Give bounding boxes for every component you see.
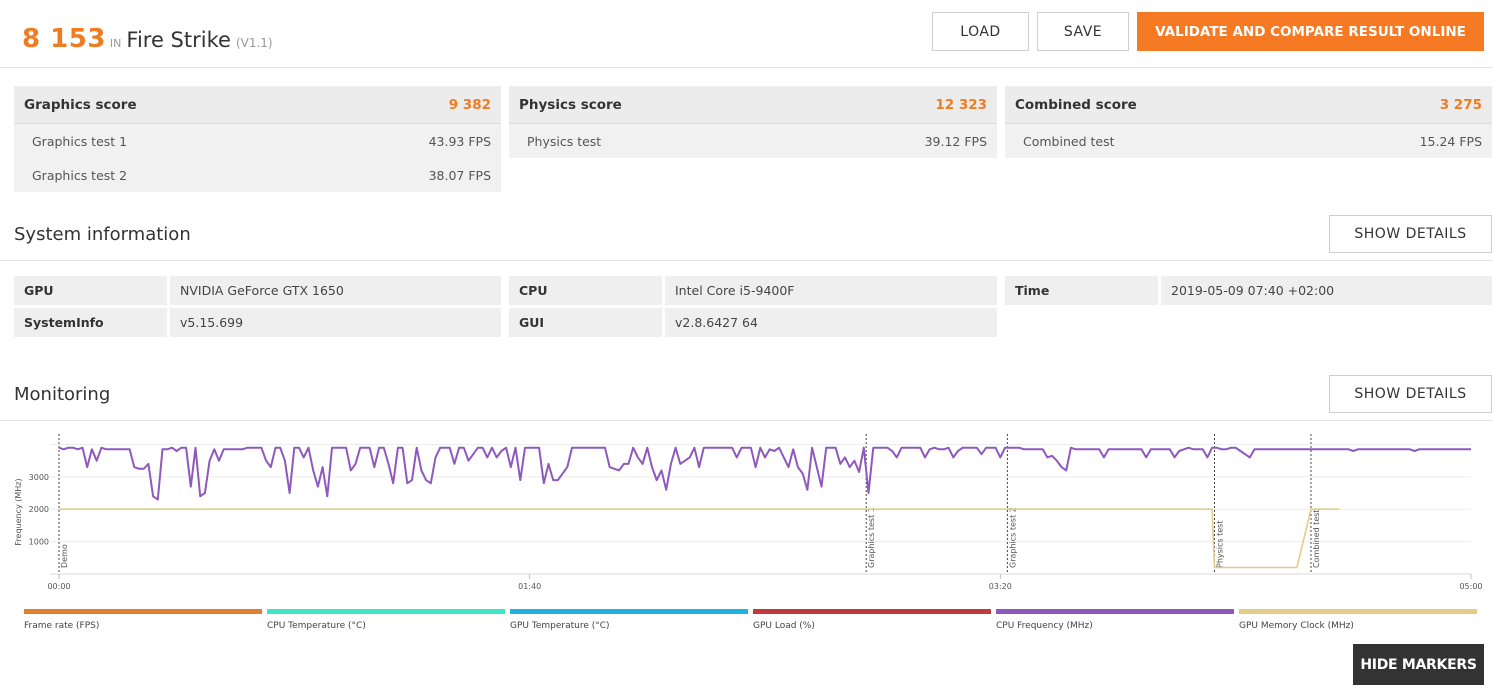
legend-item[interactable]: GPU Temperature (°C) — [510, 609, 748, 631]
time-label: Time — [1015, 283, 1050, 298]
monitoring-title: Monitoring — [14, 384, 111, 405]
benchmark-version: (V1.1) — [235, 36, 273, 50]
time-value-cell: 2019-05-09 07:40 +02:00 — [1161, 276, 1492, 305]
x-tick-label: 01:40 — [518, 582, 541, 591]
monitoring-show-details-button[interactable]: SHOW DETAILS — [1329, 375, 1492, 413]
legend-color-bar — [267, 609, 505, 614]
gpu-value-cell: NVIDIA GeForce GTX 1650 — [170, 276, 501, 305]
combined-score-panel: Combined score 3 275 Combined test 15.24… — [1005, 86, 1492, 158]
combined-score-label: Combined score — [1015, 96, 1137, 113]
gui-label-cell: GUI — [509, 308, 662, 337]
gpu-label: GPU — [24, 283, 54, 298]
x-tick-label: 00:00 — [47, 582, 70, 591]
system-section-divider — [0, 260, 1493, 261]
gui-label: GUI — [519, 315, 545, 330]
cpu-value: Intel Core i5-9400F — [675, 283, 795, 298]
system-information-title: System information — [14, 224, 191, 245]
save-button[interactable]: SAVE — [1037, 12, 1129, 51]
physics-score-label: Physics score — [519, 96, 622, 113]
y-tick-label: 3000 — [29, 473, 49, 482]
test-name: Graphics test 1 — [32, 133, 128, 149]
legend-color-bar — [1239, 609, 1477, 614]
test-fps: 38.07 FPS — [428, 167, 491, 183]
marker-label: Combined test — [1312, 509, 1321, 568]
gui-value-cell: v2.8.6427 64 — [665, 308, 997, 337]
system-show-details-button[interactable]: SHOW DETAILS — [1329, 215, 1492, 253]
physics-score-header: Physics score 12 323 — [509, 86, 997, 124]
cpu-label: CPU — [519, 283, 548, 298]
legend-item[interactable]: GPU Load (%) — [753, 609, 991, 631]
series-line — [58, 446, 1471, 501]
x-tick-label: 03:20 — [989, 582, 1012, 591]
legend-item[interactable]: Frame rate (FPS) — [24, 609, 262, 631]
legend-color-bar — [510, 609, 748, 614]
monitoring-chart: 1000 2000 3000 Frequency (MHz) 00:00 01:40 03:… — [14, 434, 1483, 591]
overall-score: 8 153 — [22, 24, 106, 54]
series-line — [59, 508, 1340, 569]
x-tick-label: 05:00 — [1459, 582, 1482, 591]
graphics-score-panel: Graphics score 9 382 Graphics test 1 43.… — [14, 86, 501, 192]
physics-score-panel: Physics score 12 323 Physics test 39.12 … — [509, 86, 997, 158]
cpu-value-cell: Intel Core i5-9400F — [665, 276, 997, 305]
score-title: 8 153 IN Fire Strike (V1.1) — [22, 24, 273, 54]
sysinfo-value: v5.15.699 — [180, 315, 244, 330]
benchmark-name: Fire Strike — [126, 28, 231, 52]
marker-label: Graphics test 2 — [1008, 507, 1017, 568]
physics-test-row: Physics test 39.12 FPS — [509, 124, 997, 158]
sysinfo-label-cell: SystemInfo — [14, 308, 167, 337]
load-button[interactable]: LOAD — [932, 12, 1029, 51]
y-tick-label: 1000 — [29, 538, 49, 547]
legend-label: CPU Frequency (MHz) — [996, 621, 1093, 631]
test-name: Graphics test 2 — [32, 167, 128, 183]
combined-score-value: 3 275 — [1439, 96, 1482, 113]
y-axis-label: Frequency (MHz) — [14, 478, 23, 545]
graphics-score-header: Graphics score 9 382 — [14, 86, 501, 124]
cpu-label-cell: CPU — [509, 276, 662, 305]
legend-color-bar — [753, 609, 991, 614]
time-value: 2019-05-09 07:40 +02:00 — [1171, 283, 1335, 298]
test-fps: 15.24 FPS — [1419, 133, 1482, 149]
graphics-test-1-row: Graphics test 1 43.93 FPS — [14, 124, 501, 158]
in-label: IN — [109, 37, 122, 50]
legend-label: Frame rate (FPS) — [24, 621, 100, 631]
validate-compare-button[interactable]: VALIDATE AND COMPARE RESULT ONLINE — [1137, 12, 1484, 51]
graphics-test-2-row: Graphics test 2 38.07 FPS — [14, 158, 501, 192]
combined-test-row: Combined test 15.24 FPS — [1005, 124, 1492, 158]
sysinfo-value-cell: v5.15.699 — [170, 308, 501, 337]
legend-label: GPU Load (%) — [753, 621, 815, 631]
legend-label: CPU Temperature (°C) — [267, 621, 366, 631]
test-name: Physics test — [527, 133, 602, 149]
physics-score-value: 12 323 — [935, 96, 987, 113]
legend-item[interactable]: CPU Frequency (MHz) — [996, 609, 1234, 631]
legend-label: GPU Temperature (°C) — [510, 621, 610, 631]
combined-score-header: Combined score 3 275 — [1005, 86, 1492, 124]
legend-label: GPU Memory Clock (MHz) — [1239, 621, 1354, 631]
sysinfo-label: SystemInfo — [24, 315, 104, 330]
result-header: 8 153 IN Fire Strike (V1.1) LOAD SAVE VA… — [0, 0, 1493, 68]
gpu-value: NVIDIA GeForce GTX 1650 — [180, 283, 344, 298]
marker-label: Graphics test 1 — [867, 507, 876, 568]
marker-label: Physics test — [1215, 521, 1224, 569]
legend-color-bar — [24, 609, 262, 614]
y-tick-label: 2000 — [29, 505, 49, 514]
legend-item[interactable]: GPU Memory Clock (MHz) — [1239, 609, 1477, 631]
gpu-label-cell: GPU — [14, 276, 167, 305]
graphics-score-label: Graphics score — [24, 96, 137, 113]
marker-label: Demo — [60, 544, 69, 568]
test-fps: 43.93 FPS — [428, 133, 491, 149]
legend-color-bar — [996, 609, 1234, 614]
test-fps: 39.12 FPS — [924, 133, 987, 149]
monitoring-section-divider — [0, 420, 1493, 421]
legend-item[interactable]: CPU Temperature (°C) — [267, 609, 505, 631]
time-label-cell: Time — [1005, 276, 1158, 305]
graphics-score-value: 9 382 — [448, 96, 491, 113]
hide-markers-button[interactable]: HIDE MARKERS — [1353, 644, 1484, 685]
test-name: Combined test — [1023, 133, 1115, 149]
gui-value: v2.8.6427 64 — [675, 315, 758, 330]
